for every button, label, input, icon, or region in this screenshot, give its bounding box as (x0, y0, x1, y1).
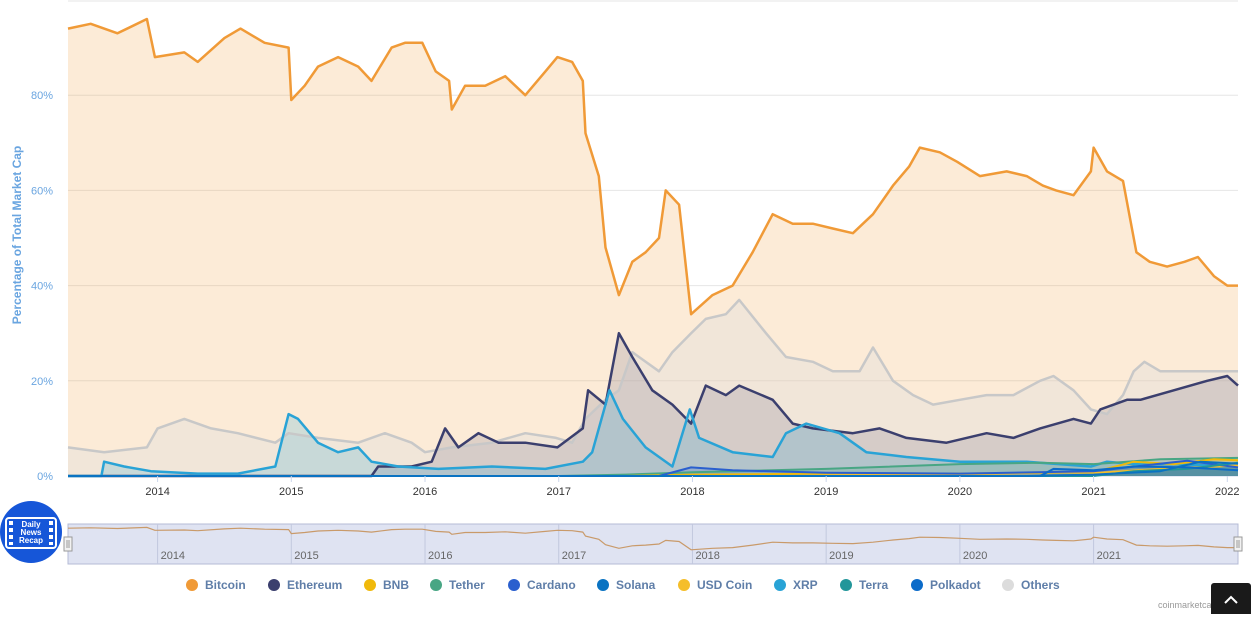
y-tick-label: 60% (31, 185, 53, 197)
badge-line-1: Daily (21, 520, 41, 529)
x-tick-label: 2022 (1215, 486, 1239, 498)
legend-label: Solana (616, 578, 656, 592)
badge-line-2: News (21, 528, 42, 537)
legend-marker (597, 579, 609, 591)
legend-label: Bitcoin (205, 578, 246, 592)
legend-item-others[interactable]: Others (1002, 578, 1060, 592)
navigator-tick-label: 2018 (695, 550, 719, 562)
legend-label: Cardano (527, 578, 576, 592)
ethereum-line (68, 331, 1239, 478)
y-axis-ticks: 0% 20% 40% 60% 80% (31, 90, 53, 483)
legend-label: XRP (793, 578, 818, 592)
credit-text[interactable]: coinmarketcap.com (1158, 600, 1237, 610)
y-tick-label: 0% (37, 471, 53, 483)
chart-legend: Bitcoin Ethereum BNB Tether Cardano Solana USD… (0, 578, 1259, 598)
range-navigator[interactable]: 2014 2015 2016 2017 2018 2019 2020 2021 (63, 523, 1243, 565)
legend-marker (840, 579, 852, 591)
legend-marker (186, 579, 198, 591)
x-tick-label: 2014 (145, 486, 169, 498)
xrp-area (68, 390, 1238, 476)
ethereum-area (68, 333, 1238, 476)
legend-item-bitcoin[interactable]: Bitcoin (186, 578, 246, 592)
legend-item-polkadot[interactable]: Polkadot (911, 578, 981, 592)
y-axis-label: Percentage of Total Market Cap (10, 146, 24, 325)
others-area (68, 299, 1238, 476)
navigator-bitcoin-line (67, 526, 1238, 551)
navigator-tick-label: 2017 (562, 550, 586, 562)
navigator-tick-label: 2014 (161, 550, 185, 562)
legend-marker (430, 579, 442, 591)
y-tick-label: 40% (31, 281, 53, 293)
polkadot-area (68, 466, 1238, 476)
others-line (67, 298, 1238, 454)
legend-label: USD Coin (697, 578, 753, 592)
bitcoin-area (68, 19, 1238, 476)
series-lines (67, 17, 1239, 478)
legend-item-usd-coin[interactable]: USD Coin (678, 578, 752, 592)
xrp-line (68, 389, 1239, 478)
legend-marker (774, 579, 786, 591)
legend-marker (1002, 579, 1014, 591)
legend-label: Others (1021, 578, 1060, 592)
tether-area (68, 457, 1238, 476)
bnb-area (68, 459, 1238, 476)
legend-item-ethereum[interactable]: Ethereum (268, 578, 342, 592)
navigator-handle-left[interactable] (63, 536, 73, 552)
legend-item-cardano[interactable]: Cardano (508, 578, 576, 592)
navigator-handle-right[interactable] (1233, 536, 1243, 552)
legend-marker (678, 579, 690, 591)
terra-area (68, 462, 1238, 476)
solana-line (68, 460, 1239, 477)
x-axis-ticks: 2014 2015 2016 2017 2018 2019 2020 2021 2022 (145, 476, 1240, 498)
legend-item-solana[interactable]: Solana (597, 578, 655, 592)
x-tick-label: 2017 (546, 486, 570, 498)
cardano-area (68, 460, 1238, 476)
legend-item-bnb[interactable]: BNB (364, 578, 409, 592)
y-tick-label: 20% (31, 376, 53, 388)
navigator-tick-label: 2019 (829, 550, 853, 562)
legend-marker (911, 579, 923, 591)
series-areas (68, 19, 1238, 476)
usd-coin-area (68, 465, 1238, 476)
legend-item-xrp[interactable]: XRP (774, 578, 818, 592)
solana-area (68, 461, 1238, 476)
x-tick-label: 2019 (814, 486, 838, 498)
legend-marker (364, 579, 376, 591)
legend-label: Tether (449, 578, 485, 592)
market-dominance-chart: 0%20%40%60%80% 2014 2015 2016 2017 2018 2019 2… (10, 0, 1243, 565)
y-tick-label: 80% (31, 90, 53, 102)
legend-label: Ethereum (287, 578, 343, 592)
chevron-up-icon (1224, 595, 1238, 604)
legend-item-tether[interactable]: Tether (430, 578, 485, 592)
badge-line-3: Recap (19, 536, 43, 545)
chart-menu-button[interactable] (1211, 583, 1251, 614)
film-strip-icon: Daily News Recap (5, 517, 57, 549)
navigator-tick-label: 2021 (1097, 550, 1121, 562)
legend-label: BNB (383, 578, 409, 592)
legend-marker (508, 579, 520, 591)
legend-marker (268, 579, 280, 591)
bitcoin-line (67, 17, 1238, 316)
cardano-line (68, 459, 1239, 477)
navigator-tick-label: 2015 (294, 550, 318, 562)
navigator-tick-label: 2020 (963, 550, 987, 562)
x-tick-label: 2020 (948, 486, 972, 498)
legend-item-terra[interactable]: Terra (840, 578, 888, 592)
legend-label: Terra (859, 578, 889, 592)
x-tick-label: 2018 (680, 486, 704, 498)
x-tick-label: 2021 (1081, 486, 1105, 498)
daily-news-recap-badge[interactable]: Daily News Recap (0, 501, 62, 563)
navigator-tick-label: 2016 (428, 550, 452, 562)
x-tick-label: 2016 (413, 486, 437, 498)
x-tick-label: 2015 (279, 486, 303, 498)
legend-label: Polkadot (930, 578, 981, 592)
